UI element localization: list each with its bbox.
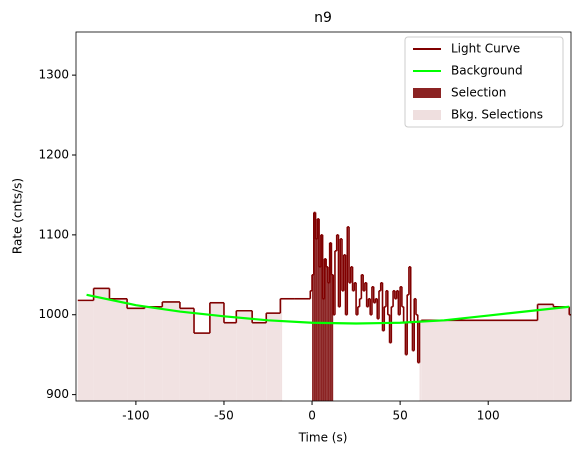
- bkg-selection-fill: [266, 313, 281, 401]
- background-line: [86, 293, 570, 325]
- x-tick-label: -100: [122, 409, 149, 423]
- bkg-selection-fill: [194, 333, 210, 401]
- legend-box: [404, 36, 564, 128]
- bkg-selection-fill: [236, 310, 253, 401]
- selection-fill: [320, 234, 323, 401]
- y-tick-label: 900: [46, 387, 69, 401]
- y-tick-label: 1300: [38, 68, 69, 82]
- selection-fill: [319, 266, 321, 401]
- legend-label: Light Curve: [451, 42, 520, 56]
- selection-fill: [313, 212, 316, 401]
- selection-fill: [326, 266, 328, 401]
- y-tick-label: 1200: [38, 148, 69, 162]
- chart-title: n9: [314, 10, 332, 26]
- bkg-selection-fill: [223, 322, 237, 401]
- selection-fill: [324, 258, 327, 401]
- legend-swatch: [413, 88, 441, 98]
- selection-fill: [331, 274, 334, 401]
- y-axis-label: Rate (cnts/s): [11, 178, 25, 254]
- bkg-selection-fill: [421, 320, 538, 401]
- y-tick-label: 1000: [38, 307, 69, 321]
- selection-fill: [329, 242, 332, 401]
- selection-fill: [312, 274, 314, 401]
- bkg-selection-fill: [569, 314, 571, 401]
- bkg-selection-fill: [280, 298, 283, 401]
- x-axis-label: Time (s): [298, 431, 348, 445]
- bkg-selection-fill: [77, 300, 94, 401]
- bkg-selection-fill: [127, 308, 145, 401]
- selection-fill: [317, 218, 320, 401]
- bkg-selection-fill: [109, 298, 128, 401]
- bkg-selection-fill: [553, 306, 570, 401]
- bkg-selection-fill: [252, 322, 267, 401]
- bkg-selection-fill: [419, 321, 422, 401]
- x-tick-label: 0: [308, 409, 316, 423]
- x-tick-label: 50: [392, 409, 407, 423]
- bkg-selection-fill: [93, 288, 110, 401]
- legend-label: Selection: [451, 86, 506, 100]
- legend-label: Bkg. Selections: [451, 108, 543, 122]
- selection-fill: [327, 282, 330, 401]
- x-tick-label: -50: [214, 409, 234, 423]
- bkg-selection-fill: [144, 306, 163, 401]
- legend-swatch: [413, 110, 441, 120]
- bkg-selection-fill: [209, 302, 224, 401]
- plot-frame: [75, 31, 572, 402]
- legend-label: Background: [451, 64, 523, 78]
- bkg-selection-fill: [537, 304, 554, 401]
- bkg-selection-fill: [162, 301, 180, 401]
- selection-fill: [322, 298, 325, 401]
- x-tick-label: 100: [477, 409, 500, 423]
- selection-fill: [315, 238, 318, 401]
- plot: [77, 211, 571, 401]
- bkg-selection-fill: [179, 308, 195, 401]
- y-tick-label: 1100: [38, 227, 69, 241]
